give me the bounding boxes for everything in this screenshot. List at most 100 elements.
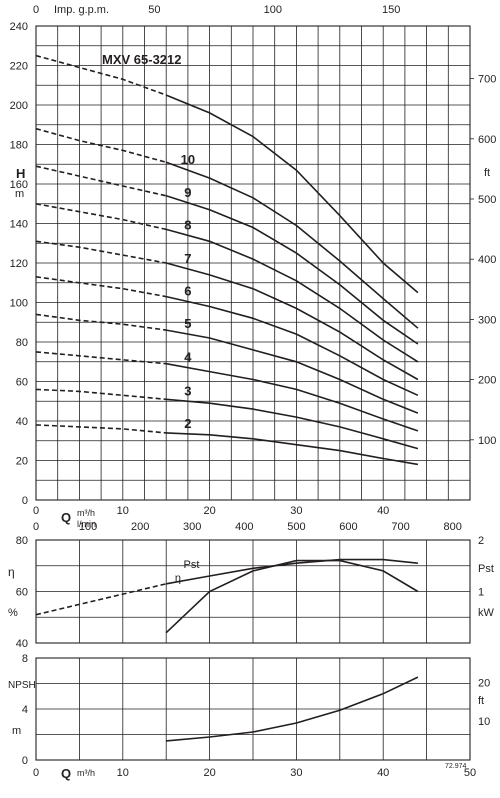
x-tick-label: 30	[290, 767, 302, 779]
head-curve	[166, 398, 419, 450]
head-curve-dashed	[35, 313, 167, 331]
y-right-tick-label: 600	[478, 134, 496, 146]
head-curve-dashed	[35, 351, 167, 365]
y-axis-unit: m	[12, 725, 21, 737]
y-right-tick-label: 10	[478, 716, 490, 728]
y-right-tick-label: 1	[478, 587, 484, 599]
y-tick-label: 0	[22, 495, 28, 507]
stage-label: 10	[181, 152, 195, 167]
x2-tick-label: 600	[339, 521, 357, 533]
y-tick-label: 0	[22, 755, 28, 767]
head-curve	[165, 262, 419, 381]
x-tick-label: 40	[377, 505, 389, 517]
head-curve-dashed	[35, 203, 167, 231]
chart-title: MXV 65-3212	[102, 52, 182, 67]
y-tick-label: 160	[10, 179, 28, 191]
x-axis-unit: m³/h	[77, 768, 95, 778]
stage-label: 3	[184, 383, 191, 398]
x2-tick-label: 200	[131, 521, 149, 533]
series-line	[165, 559, 419, 634]
x-tick-label: 20	[203, 505, 215, 517]
stage-label: 9	[184, 185, 191, 200]
head-curve	[165, 161, 419, 329]
y-tick-label: 120	[10, 258, 28, 270]
head-curve	[166, 432, 419, 466]
head-curve-dashed	[35, 240, 167, 264]
x2-tick-label: 100	[79, 521, 97, 533]
y-right-axis-unit: kW	[478, 607, 495, 619]
y-tick-label: 180	[10, 140, 28, 152]
x-tick-label: 10	[117, 505, 129, 517]
y-tick-label: 240	[10, 21, 28, 33]
stage-label: 5	[184, 316, 191, 331]
y-right-tick-label: 200	[478, 375, 496, 387]
y-axis-label: η	[8, 565, 15, 579]
stage-label: 4	[184, 350, 192, 365]
footer-code: 72.974	[445, 763, 467, 770]
head-chart: 0204060801001201401601802002202401002003…	[10, 4, 497, 533]
y-right-axis-label: ft	[484, 167, 490, 179]
y-right-tick-label: 100	[478, 435, 496, 447]
y-right-tick-label: 500	[478, 194, 496, 206]
x2-tick-label: 0	[33, 521, 39, 533]
top-tick-label: 150	[382, 4, 400, 16]
y-tick-label: 80	[16, 535, 28, 547]
head-curve	[166, 362, 419, 432]
y-tick-label: 20	[16, 456, 28, 468]
x2-tick-label: 700	[391, 521, 409, 533]
npsh-line	[166, 676, 419, 742]
y-tick-label: 140	[10, 219, 28, 231]
x-tick-label: 0	[33, 767, 39, 779]
head-curve-dashed	[35, 276, 167, 298]
y-right-tick-label: 2	[478, 535, 484, 547]
y-tick-label: 80	[16, 337, 28, 349]
x-tick-label: 0	[33, 505, 39, 517]
series-line	[166, 558, 418, 585]
stage-label: 8	[184, 217, 191, 232]
y-tick-label: 220	[10, 61, 28, 73]
y-axis-label: NPSH	[8, 680, 36, 691]
x2-tick-label: 500	[287, 521, 305, 533]
x-tick-label: 40	[377, 767, 389, 779]
y-right-tick-label: 20	[478, 677, 490, 689]
x-tick-label: 50	[464, 767, 476, 779]
head-curve-dashed	[35, 54, 167, 96]
y-tick-label: 4	[22, 704, 28, 716]
y-tick-label: 8	[22, 653, 28, 665]
x2-axis-unit: l/min	[77, 519, 96, 529]
x-axis-label: Q	[61, 510, 71, 525]
plot-frame	[35, 25, 471, 501]
series-label: η	[175, 573, 181, 585]
y-right-tick-label: 300	[478, 314, 496, 326]
y-axis-unit: m	[15, 188, 24, 200]
y-right-tick-label: 400	[478, 254, 496, 266]
series-label: Pst	[184, 559, 200, 571]
y-axis-label: H	[16, 166, 25, 181]
head-curve	[165, 228, 419, 363]
y-tick-label: 40	[16, 416, 28, 428]
x-tick-label: 30	[290, 505, 302, 517]
plot-frame	[35, 657, 471, 761]
y-axis-unit: %	[8, 607, 18, 619]
head-curve	[166, 295, 419, 397]
stage-label: 2	[184, 416, 191, 431]
x2-tick-label: 400	[235, 521, 253, 533]
head-curve	[166, 329, 419, 414]
y-tick-label: 60	[16, 587, 28, 599]
head-curve	[165, 94, 419, 294]
x2-tick-label: 300	[183, 521, 201, 533]
top-tick-label: 50	[148, 4, 160, 16]
y-tick-label: 60	[16, 377, 28, 389]
plot-frame	[35, 539, 471, 644]
top-tick-label: 0	[33, 4, 39, 16]
stage-label: 6	[184, 284, 191, 299]
x-axis-label: Q	[61, 766, 71, 781]
y-tick-label: 40	[16, 638, 28, 650]
y-right-tick-label: 700	[478, 74, 496, 86]
y-tick-label: 200	[10, 100, 28, 112]
y-right-axis-label: Pst	[478, 563, 494, 575]
head-curve	[165, 195, 419, 345]
head-curve-dashed	[35, 388, 167, 401]
